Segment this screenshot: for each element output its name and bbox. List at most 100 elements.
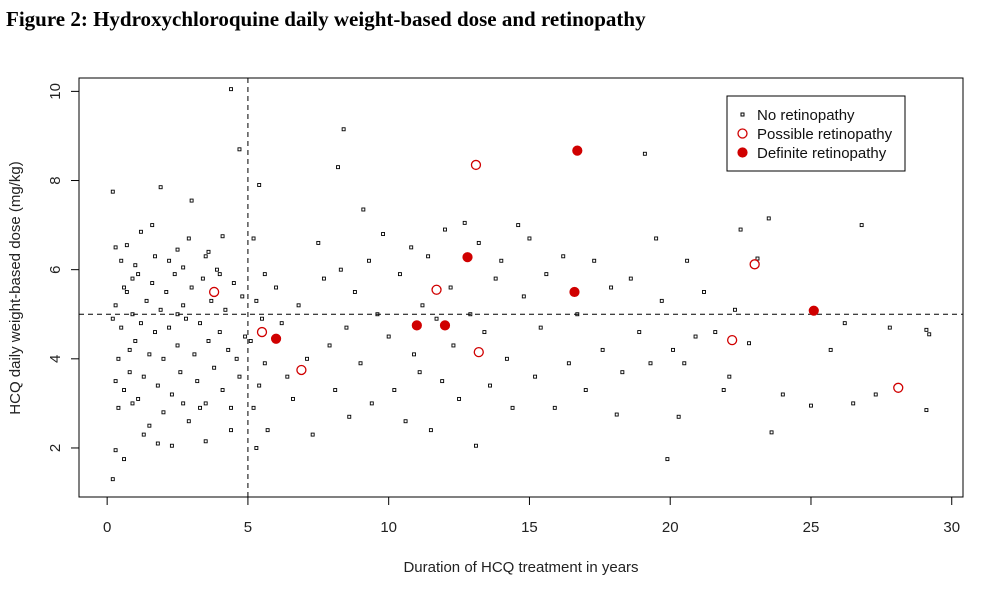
point-no-retinopathy — [654, 236, 659, 241]
point-no-retinopathy — [262, 272, 267, 277]
point-no-retinopathy — [521, 294, 526, 299]
point-no-retinopathy — [676, 414, 681, 419]
point-no-retinopathy — [189, 285, 194, 290]
x-tick-label: 30 — [943, 519, 960, 536]
legend-marker-possible-retinopathy — [737, 128, 748, 139]
point-no-retinopathy — [113, 379, 118, 384]
point-no-retinopathy — [457, 396, 462, 401]
point-no-retinopathy — [493, 276, 498, 281]
point-definite-retinopathy — [270, 333, 282, 344]
point-no-retinopathy — [220, 234, 225, 239]
point-no-retinopathy — [648, 361, 653, 366]
point-no-retinopathy — [504, 356, 509, 361]
point-no-retinopathy — [533, 374, 538, 379]
point-possible-retinopathy — [256, 326, 268, 338]
legend-label-definite-retinopathy: Definite retinopathy — [757, 145, 887, 162]
point-no-retinopathy — [229, 405, 233, 410]
x-tick-label: 15 — [521, 519, 538, 536]
point-no-retinopathy — [828, 347, 833, 352]
point-no-retinopathy — [110, 477, 115, 482]
x-axis: 0 5 10 15 20 25 30 — [103, 496, 960, 536]
point-no-retinopathy — [169, 392, 174, 397]
point-no-retinopathy — [130, 401, 135, 406]
point-no-retinopathy — [214, 267, 219, 272]
point-no-retinopathy — [381, 232, 386, 236]
point-no-retinopathy — [192, 352, 197, 357]
point-no-retinopathy — [158, 185, 163, 190]
point-no-retinopathy — [727, 374, 732, 379]
point-no-retinopathy — [344, 325, 349, 330]
point-no-retinopathy — [136, 272, 141, 277]
point-no-retinopathy — [482, 330, 487, 335]
point-no-retinopathy — [386, 334, 391, 339]
legend-marker-no-retinopathy — [740, 112, 745, 117]
point-no-retinopathy — [285, 374, 290, 379]
point-no-retinopathy — [144, 298, 149, 303]
x-axis-label: Duration of HCQ treatment in years — [403, 559, 638, 576]
point-no-retinopathy — [124, 243, 129, 248]
point-no-retinopathy — [234, 356, 239, 361]
point-no-retinopathy — [206, 249, 211, 254]
point-no-retinopathy — [265, 428, 270, 433]
point-no-retinopathy — [203, 401, 208, 406]
point-no-retinopathy — [499, 258, 504, 263]
point-no-retinopathy — [243, 334, 248, 339]
point-no-retinopathy — [138, 321, 143, 326]
point-no-retinopathy — [110, 316, 115, 321]
point-no-retinopathy — [338, 267, 343, 272]
point-no-retinopathy — [642, 151, 647, 156]
y-tick-label: 2 — [47, 444, 64, 452]
point-definite-retinopathy — [462, 252, 473, 263]
y-tick-label: 10 — [47, 83, 64, 100]
legend-box — [726, 95, 906, 172]
point-no-retinopathy — [769, 430, 774, 435]
reference-lines — [79, 78, 963, 497]
point-no-retinopathy — [488, 383, 492, 388]
point-no-retinopathy — [443, 227, 447, 232]
point-possible-retinopathy — [208, 286, 220, 298]
point-no-retinopathy — [141, 374, 146, 379]
point-no-retinopathy — [158, 307, 163, 312]
point-no-retinopathy — [116, 405, 121, 410]
point-no-retinopathy — [122, 388, 126, 392]
point-no-retinopathy — [927, 332, 932, 337]
point-possible-retinopathy — [470, 159, 482, 171]
point-no-retinopathy — [240, 294, 245, 299]
y-tick-label: 8 — [47, 176, 64, 184]
point-no-retinopathy — [434, 316, 439, 321]
point-no-retinopathy — [609, 285, 614, 290]
point-no-retinopathy — [310, 432, 315, 437]
point-no-retinopathy — [614, 412, 619, 417]
point-no-retinopathy — [693, 334, 698, 339]
legend-label-no-retinopathy: No retinopathy — [757, 107, 855, 124]
point-possible-retinopathy — [749, 259, 760, 270]
point-no-retinopathy — [352, 290, 357, 294]
point-no-retinopathy — [367, 258, 371, 263]
point-no-retinopathy — [113, 303, 118, 308]
point-no-retinopathy — [119, 258, 124, 263]
point-no-retinopathy — [412, 352, 416, 357]
point-no-retinopathy — [175, 312, 180, 317]
point-no-retinopathy — [924, 327, 929, 332]
point-no-retinopathy — [358, 361, 363, 366]
point-no-retinopathy — [305, 356, 309, 361]
point-no-retinopathy — [440, 379, 445, 384]
point-no-retinopathy — [175, 247, 180, 252]
point-no-retinopathy — [251, 405, 256, 410]
point-no-retinopathy — [468, 312, 473, 317]
point-no-retinopathy — [552, 405, 557, 410]
point-no-retinopathy — [147, 352, 152, 357]
point-no-retinopathy — [223, 307, 228, 312]
point-no-retinopathy — [113, 245, 118, 250]
point-no-retinopathy — [566, 361, 571, 366]
point-no-retinopathy — [195, 379, 200, 384]
point-no-retinopathy — [122, 457, 126, 462]
point-no-retinopathy — [186, 419, 191, 424]
point-definite-retinopathy — [439, 320, 451, 331]
point-no-retinopathy — [476, 240, 481, 245]
x-tick-label: 10 — [380, 519, 397, 536]
point-no-retinopathy — [184, 316, 188, 321]
point-no-retinopathy — [217, 272, 222, 277]
point-no-retinopathy — [336, 165, 340, 170]
